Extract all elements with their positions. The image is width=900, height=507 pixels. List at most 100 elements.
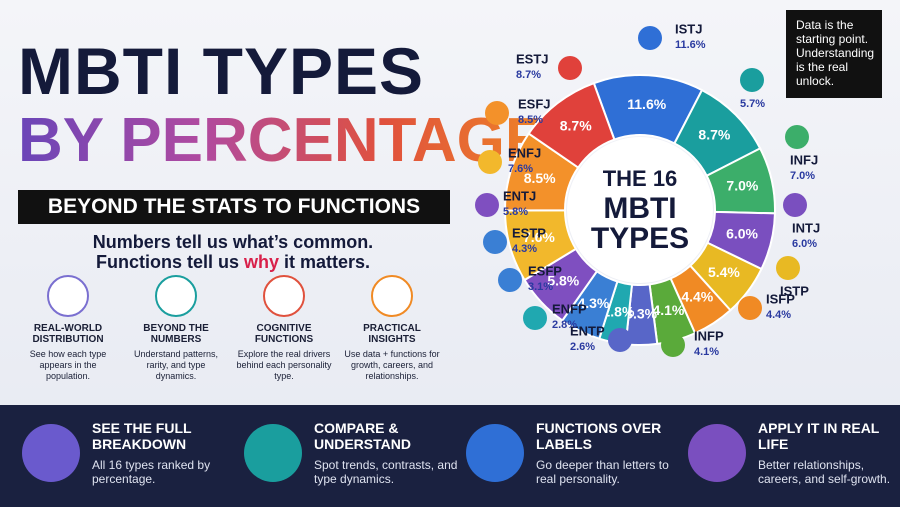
note: Data is the starting point. Understandin… — [786, 10, 882, 98]
text: Functions tell us — [95, 252, 244, 272]
callout-value: 5.8% — [503, 206, 528, 218]
callout-value: 4.1% — [694, 346, 719, 358]
footer-text: Better relationships, careers, and self-… — [758, 458, 891, 486]
callout-name: ENFP — [552, 301, 587, 316]
slice-label: 4.4% — [681, 289, 713, 305]
slice-label: 8.7% — [698, 127, 730, 143]
feature-icon — [371, 275, 413, 317]
slice-label: 5.4% — [708, 264, 740, 280]
callout-value: 2.6% — [570, 341, 595, 353]
center-label: THE 16 — [603, 166, 678, 191]
title-line: MBTI TYPES — [18, 34, 425, 108]
pie-slice — [527, 81, 616, 169]
callout-icon — [483, 230, 507, 254]
callout-name: ISTJ — [675, 21, 702, 36]
footer-item: SEE THE FULL BREAKDOWN All 16 types ranke… — [22, 420, 237, 486]
feature-text: Understand patterns, rarity, and type dy… — [133, 349, 219, 381]
slice-label: 2.8% — [603, 303, 635, 319]
footer-title: SEE THE FULL BREAKDOWN — [92, 420, 192, 452]
feature-title: COGNITIVE FUNCTIONS — [254, 323, 314, 345]
callout-name: ESFJ — [518, 96, 551, 111]
callout-icon — [638, 26, 662, 50]
feature-card: COGNITIVE FUNCTIONS Explore the real driv… — [234, 275, 334, 382]
slice-label: 8.5% — [524, 170, 556, 186]
callout-name: INFP — [694, 328, 724, 343]
feature-title: PRACTICAL INSIGHTS — [363, 323, 421, 345]
callout-name: INTJ — [792, 220, 820, 235]
callout-value: 2.8% — [552, 319, 577, 331]
footer-title: FUNCTIONS OVER LABELS — [536, 420, 662, 452]
slice-label: 7.0% — [726, 177, 758, 193]
callout-value: 7.6% — [508, 163, 533, 175]
feature-icon — [155, 275, 197, 317]
slice-label: 11.6% — [627, 96, 666, 112]
callout-value: 8.5% — [518, 114, 543, 126]
slice-label: 3.3% — [625, 306, 657, 322]
callout-icon — [475, 193, 499, 217]
callout-value: 4.3% — [512, 243, 537, 255]
callout-value: 6.0% — [792, 238, 817, 250]
footer-icon — [22, 424, 80, 482]
callout-icon — [478, 150, 502, 174]
title-line: BY PERCENTAGE: — [18, 106, 567, 175]
feature-card: BEYOND THE NUMBERS Understand patterns, r… — [126, 275, 226, 382]
callout-value: 5.7% — [740, 98, 765, 110]
callout-icon — [608, 328, 632, 352]
footer-item: COMPARE & UNDERSTAND Spot trends, contras… — [244, 420, 459, 486]
callout-icon — [558, 56, 582, 80]
callout-value: 3.1% — [528, 281, 553, 293]
footer-item: FUNCTIONS OVER LABELS Go deeper than lett… — [466, 420, 681, 486]
feature-card: REAL-WORLD DISTRIBUTION See how each type… — [18, 275, 118, 382]
footer-title: APPLY IT IN REAL LIFE — [758, 420, 880, 452]
feature-text: See how each type appears in the populat… — [29, 349, 107, 381]
center-label: MBTI — [603, 192, 676, 225]
footer-bar — [0, 405, 900, 507]
callout-name: ENTJ — [503, 188, 536, 203]
tagline: Numbers tell us what’s common. — [92, 232, 374, 252]
feature-title: REAL-WORLD DISTRIBUTION — [32, 323, 104, 345]
callout-icon — [523, 306, 547, 330]
feature-text: Use data + functions for growth, careers… — [344, 349, 440, 381]
callout-name: ESTP — [512, 225, 546, 240]
slice-label: 5.8% — [547, 272, 579, 288]
footer-icon — [244, 424, 302, 482]
footer-icon — [688, 424, 746, 482]
callout-icon — [498, 268, 522, 292]
slice-label: 8.7% — [560, 118, 592, 134]
callout-name: ENTP — [570, 323, 605, 338]
callout-value: 11.6% — [675, 39, 706, 51]
callout-name: ISFP — [766, 291, 795, 306]
footer-text: Go deeper than letters to real personali… — [536, 458, 669, 486]
donut-hole — [567, 137, 713, 283]
callout-icon — [783, 193, 807, 217]
chart: 11.6%8.7%7.0%6.0%5.4%4.4%4.1%3.3%2.8%4.3… — [475, 21, 820, 358]
feature-text: Explore the real drivers behind each per… — [236, 349, 332, 381]
callout-icon — [485, 101, 509, 125]
callout-name: ESTJ — [516, 51, 549, 66]
footer-title: COMPARE & UNDERSTAND — [314, 420, 411, 452]
callout-icon — [785, 125, 809, 149]
highlight: why — [243, 252, 279, 272]
feature-card: PRACTICAL INSIGHTS Use data + functions f… — [342, 275, 442, 382]
callout-icon — [661, 333, 685, 357]
slice-label: 4.3% — [577, 295, 609, 311]
callout-icon — [740, 68, 764, 92]
callout-value: 8.7% — [516, 69, 541, 81]
footer-text: Spot trends, contrasts, and type dynamic… — [314, 458, 458, 486]
center-label: TYPES — [591, 222, 689, 255]
text: it matters. — [279, 252, 371, 272]
slice-label: 4.1% — [652, 302, 684, 318]
callout-name: ISTP — [780, 283, 809, 298]
footer-item: APPLY IT IN REAL LIFE Better relationship… — [688, 420, 900, 486]
feature-icon — [47, 275, 89, 317]
callout-name: INFJ — [790, 152, 818, 167]
slice-label: 7.6% — [523, 229, 555, 245]
feature-title: BEYOND THE NUMBERS — [143, 323, 209, 345]
callout-icon — [776, 256, 800, 280]
subtitle: BEYOND THE STATS TO FUNCTIONS — [18, 190, 450, 224]
slice-label: 6.0% — [726, 226, 758, 242]
tagline: Functions tell us why it matters. — [18, 252, 448, 273]
footer-icon — [466, 424, 524, 482]
feature-icon — [263, 275, 305, 317]
callout-icon — [738, 296, 762, 320]
